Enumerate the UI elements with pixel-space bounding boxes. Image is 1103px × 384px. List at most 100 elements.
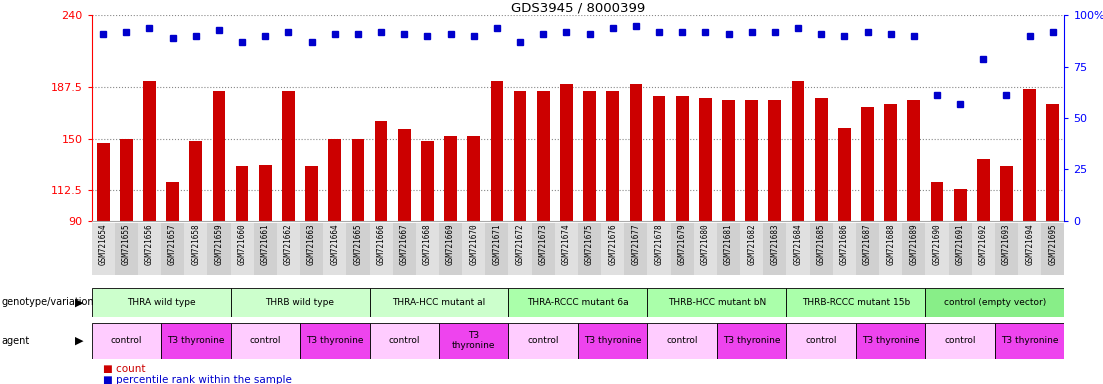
Text: GSM721695: GSM721695: [1048, 224, 1058, 265]
Text: GSM721678: GSM721678: [654, 224, 664, 265]
Text: GSM721663: GSM721663: [307, 224, 317, 265]
Bar: [370, 288, 508, 317]
Bar: [856, 223, 879, 275]
Bar: [370, 323, 439, 359]
Bar: [231, 323, 300, 359]
Bar: [578, 223, 601, 275]
Bar: [902, 223, 925, 275]
Bar: [92, 323, 161, 359]
Bar: [810, 223, 833, 275]
Bar: [1024, 89, 1036, 221]
Text: control: control: [527, 336, 559, 345]
Bar: [532, 223, 555, 275]
Bar: [1041, 223, 1064, 275]
Bar: [647, 323, 717, 359]
Bar: [694, 223, 717, 275]
Bar: [468, 136, 480, 221]
Bar: [560, 84, 572, 221]
Bar: [624, 223, 647, 275]
Bar: [421, 141, 433, 221]
Text: GSM721691: GSM721691: [955, 224, 965, 265]
Text: THRA wild type: THRA wild type: [127, 298, 195, 307]
Bar: [925, 223, 949, 275]
Text: GSM721686: GSM721686: [839, 224, 849, 265]
Bar: [115, 223, 138, 275]
Bar: [676, 96, 688, 221]
Bar: [508, 323, 578, 359]
Bar: [908, 100, 920, 221]
Text: agent: agent: [1, 336, 30, 346]
Text: GSM721660: GSM721660: [237, 224, 247, 265]
Text: THRA-HCC mutant al: THRA-HCC mutant al: [393, 298, 485, 307]
Text: T3 thyronine: T3 thyronine: [306, 336, 364, 345]
Bar: [138, 223, 161, 275]
Bar: [1000, 166, 1013, 221]
Bar: [439, 323, 508, 359]
Bar: [838, 127, 850, 221]
Bar: [300, 223, 323, 275]
Bar: [306, 166, 318, 221]
Text: T3 thyronine: T3 thyronine: [167, 336, 225, 345]
Bar: [1018, 223, 1041, 275]
Bar: [167, 182, 179, 221]
Text: THRB-HCC mutant bN: THRB-HCC mutant bN: [667, 298, 767, 307]
Text: GSM721683: GSM721683: [770, 224, 780, 265]
Bar: [207, 223, 231, 275]
Bar: [92, 223, 115, 275]
Bar: [949, 223, 972, 275]
Bar: [833, 223, 856, 275]
Text: GSM721684: GSM721684: [793, 224, 803, 265]
Bar: [647, 223, 671, 275]
Bar: [815, 98, 827, 221]
Bar: [370, 223, 393, 275]
Text: T3 thyronine: T3 thyronine: [1000, 336, 1059, 345]
Text: control: control: [944, 336, 976, 345]
Text: GSM721690: GSM721690: [932, 224, 942, 265]
Bar: [954, 189, 966, 221]
Bar: [885, 104, 897, 221]
Bar: [671, 223, 694, 275]
Bar: [740, 223, 763, 275]
Text: ■ percentile rank within the sample: ■ percentile rank within the sample: [103, 375, 291, 384]
Text: GSM721680: GSM721680: [700, 224, 710, 265]
Text: genotype/variation: genotype/variation: [1, 297, 94, 308]
Bar: [995, 323, 1064, 359]
Text: T3
thyronine: T3 thyronine: [452, 331, 495, 351]
Text: GSM721692: GSM721692: [978, 224, 988, 265]
Text: THRB-RCCC mutant 15b: THRB-RCCC mutant 15b: [802, 298, 910, 307]
Text: GSM721674: GSM721674: [561, 224, 571, 265]
Text: GSM721669: GSM721669: [446, 224, 456, 265]
Text: control: control: [110, 336, 142, 345]
Bar: [763, 223, 786, 275]
Bar: [231, 223, 254, 275]
Bar: [97, 143, 109, 221]
Text: GSM721671: GSM721671: [492, 224, 502, 265]
Title: GDS3945 / 8000399: GDS3945 / 8000399: [511, 1, 645, 14]
Bar: [92, 288, 231, 317]
Bar: [231, 288, 370, 317]
Bar: [161, 223, 184, 275]
Bar: [508, 223, 532, 275]
Text: GSM721659: GSM721659: [214, 224, 224, 265]
Bar: [653, 96, 665, 221]
Text: control (empty vector): control (empty vector): [944, 298, 1046, 307]
Text: GSM721694: GSM721694: [1025, 224, 1035, 265]
Text: GSM721655: GSM721655: [121, 224, 131, 265]
Bar: [282, 91, 295, 221]
Bar: [393, 223, 416, 275]
Bar: [607, 91, 619, 221]
Bar: [699, 98, 711, 221]
Bar: [462, 223, 485, 275]
Bar: [375, 121, 387, 221]
Bar: [537, 91, 549, 221]
Text: GSM721662: GSM721662: [283, 224, 293, 265]
Bar: [300, 323, 370, 359]
Bar: [972, 223, 995, 275]
Text: ▶: ▶: [75, 297, 84, 308]
Bar: [583, 91, 596, 221]
Bar: [856, 323, 925, 359]
Bar: [445, 136, 457, 221]
Bar: [647, 288, 786, 317]
Text: GSM721664: GSM721664: [330, 224, 340, 265]
Text: GSM721665: GSM721665: [353, 224, 363, 265]
